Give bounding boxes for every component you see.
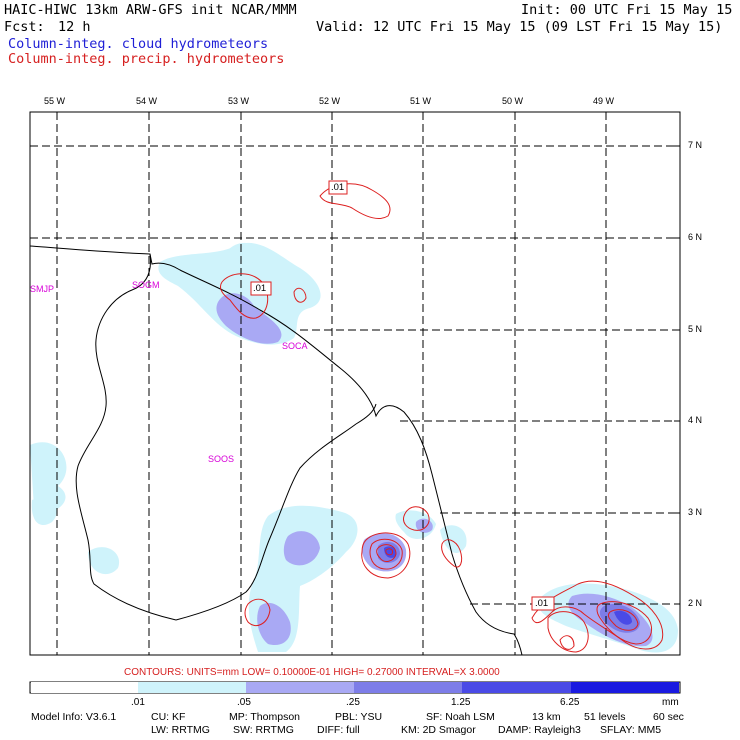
contour-label: .01	[331, 182, 345, 193]
lon-label: 49 W	[593, 96, 615, 106]
colorbar-units: mm	[662, 697, 679, 708]
valid-time: Valid: 12 UTC Fri 15 May 15 (09 LST Fri …	[316, 19, 723, 35]
lon-label: 55 W	[44, 96, 66, 106]
colorbar-tick: .25	[346, 697, 360, 708]
colorbar-segment	[246, 682, 354, 693]
forecast-label: Fcst:	[4, 19, 45, 35]
model-diff: DIFF: full	[317, 724, 360, 736]
model-timestep: 60 sec	[653, 711, 684, 723]
colorbar-segment	[354, 682, 462, 693]
model-cu: CU: KF	[151, 711, 186, 723]
model-sflay: SFLAY: MM5	[600, 724, 662, 736]
station-label: SOOS	[208, 454, 235, 464]
contour-label: .01	[535, 598, 549, 609]
model-resolution: 13 km	[532, 711, 561, 723]
lat-label: 6 N	[688, 232, 703, 242]
lat-label: 4 N	[688, 415, 703, 425]
contours-info: CONTOURS: UNITS=mm LOW= 0.10000E-01 HIGH…	[124, 667, 500, 678]
colorbar-segment	[138, 682, 246, 693]
plot-title: HAIC-HIWC 13km ARW-GFS init NCAR/MMM	[4, 2, 297, 18]
lat-label: 7 N	[688, 140, 703, 150]
model-sw: SW: RRTMG	[233, 724, 294, 736]
graticule	[30, 112, 680, 655]
station-label: SOCA	[282, 341, 308, 351]
model-pbl: PBL: YSU	[335, 711, 383, 723]
colorbar-tick: 6.25	[560, 697, 580, 708]
model-levels: 51 levels	[584, 711, 626, 723]
init-time: Init: 00 UTC Fri 15 May 15	[521, 2, 733, 18]
field-precip-label: Column-integ. precip. hydrometeors	[8, 51, 285, 67]
lon-label: 51 W	[410, 96, 432, 106]
colorbar-tick: .01	[131, 697, 145, 708]
lon-label: 50 W	[502, 96, 524, 106]
colorbar-segment	[571, 682, 679, 693]
model-mp: MP: Thompson	[229, 711, 301, 723]
model-damp: DAMP: Rayleigh3	[498, 724, 581, 736]
colorbar-tick: 1.25	[451, 697, 471, 708]
precip-contours	[219, 183, 664, 653]
lat-label: 5 N	[688, 324, 703, 334]
lon-label: 52 W	[319, 96, 341, 106]
forecast-hour: 12 h	[58, 19, 91, 35]
model-km: KM: 2D Smagor	[401, 724, 476, 736]
field-cloud-label: Column-integ. cloud hydrometeors	[8, 36, 269, 52]
contour-label: .01	[253, 283, 267, 294]
lon-label: 54 W	[136, 96, 158, 106]
station-label: SOGM	[132, 280, 160, 290]
station-label: SMJP	[30, 284, 55, 294]
colorbar-tick: .05	[237, 697, 251, 708]
model-lw: LW: RRTMG	[151, 724, 210, 736]
colorbar-segment	[31, 682, 138, 693]
lat-label: 3 N	[688, 507, 703, 517]
model-version: Model Info: V3.6.1	[31, 711, 117, 723]
cloud-shading-light	[30, 242, 678, 653]
map-frame	[29, 111, 681, 656]
lon-label: 53 W	[228, 96, 250, 106]
model-sf: SF: Noah LSM	[426, 711, 495, 723]
lat-label: 2 N	[688, 598, 703, 608]
colorbar-segment	[462, 682, 571, 693]
coastlines	[29, 245, 523, 656]
